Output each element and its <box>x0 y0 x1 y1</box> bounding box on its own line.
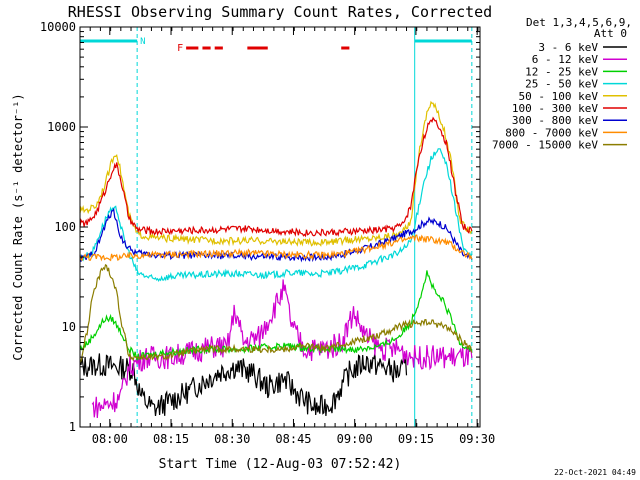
series-3-6-kev <box>79 353 408 417</box>
x-axis: 08:00 08:15 08:30 08:45 09:00 09:15 09:30 <box>79 27 495 446</box>
flare-label: F <box>177 43 183 54</box>
x-tick-label: 08:15 <box>153 432 189 446</box>
footer-date: 22-Oct-2021 04:49 <box>554 468 636 477</box>
legend-label: 6 - 12 keV <box>532 53 599 66</box>
legend-label: 3 - 6 keV <box>538 41 598 54</box>
legend-label: 25 - 50 keV <box>525 78 598 91</box>
y-tick-label: 10000 <box>40 20 76 34</box>
y-axis-label: Corrected Count Rate (s⁻¹ detector⁻¹) <box>11 93 25 360</box>
legend-header-1: Det 1,3,4,5,6,9, <box>526 16 632 29</box>
x-tick-label: 08:30 <box>214 432 250 446</box>
legend-label: 7000 - 15000 keV <box>492 139 598 152</box>
x-tick-label: 08:45 <box>275 432 311 446</box>
x-tick-label: 09:30 <box>459 432 495 446</box>
x-axis-label: Start Time (12-Aug-03 07:52:42) <box>159 457 402 472</box>
legend-label: 50 - 100 keV <box>519 90 599 103</box>
plot-frame <box>79 26 481 428</box>
legend-label: 100 - 300 keV <box>512 102 598 115</box>
legend-label: 12 - 25 keV <box>525 65 598 78</box>
legend-header-2: Att 0 <box>594 27 627 40</box>
series-7000-15000-kev <box>79 264 473 363</box>
chart-title: RHESSI Observing Summary Count Rates, Co… <box>68 3 492 21</box>
y-axis: 1 10 100 1000 10000 <box>40 20 480 434</box>
y-tick-label: 1000 <box>47 120 76 134</box>
series-layer <box>79 100 473 419</box>
series-800-7000-kev <box>79 234 473 262</box>
series-300-800-kev <box>79 207 473 263</box>
y-tick-label: 100 <box>54 220 76 234</box>
series-50-100-kev <box>79 100 473 247</box>
series-6-12-kev <box>91 279 473 419</box>
y-tick-label: 10 <box>62 320 76 334</box>
x-tick-label: 08:00 <box>92 432 128 446</box>
legend-label: 300 - 800 keV <box>512 114 598 127</box>
series-12-25-kev <box>79 270 473 361</box>
series-100-300-kev <box>79 116 473 238</box>
x-tick-label: 09:00 <box>337 432 373 446</box>
night-bar-label: N <box>140 37 145 47</box>
legend-label: 800 - 7000 keV <box>505 126 598 139</box>
y-tick-label: 1 <box>69 420 76 434</box>
flare-layer: F <box>177 43 350 54</box>
series-25-50-kev <box>79 148 473 283</box>
x-tick-label: 09:15 <box>398 432 434 446</box>
